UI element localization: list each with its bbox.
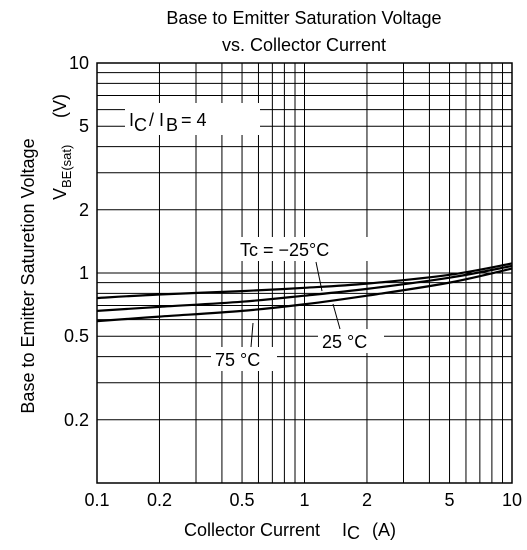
x-tick-label-3: 1 xyxy=(299,490,309,510)
y-axis-symbol-main: V xyxy=(50,188,70,200)
y-tick-labels: 0.2 0.5 1 2 5 10 xyxy=(64,53,89,430)
series-label-bg-1 xyxy=(318,329,384,353)
x-axis-label-text: Collector Current xyxy=(184,520,320,540)
condition-label: IC / I B = 4 xyxy=(129,110,207,135)
chart-title-line2: vs. Collector Current xyxy=(222,35,386,55)
y-axis-label: Base to Emitter Saturetion Voltage xyxy=(18,138,38,413)
series-label-leader-0 xyxy=(315,261,323,292)
y-tick-label-0: 0.2 xyxy=(64,410,89,430)
x-axis-unit: (A) xyxy=(372,520,396,540)
condition-ib-sub: B xyxy=(166,115,178,135)
y-axis-label-group: Base to Emitter Saturetion Voltage xyxy=(18,138,38,413)
y-tick-label-5: 10 xyxy=(69,53,89,73)
x-tick-label-4: 2 xyxy=(362,490,372,510)
y-axis-symbol-sub: BE(sat) xyxy=(59,145,74,188)
series-label-bg-0 xyxy=(236,237,368,261)
series-line-0 xyxy=(96,262,513,300)
series-label-leader-1 xyxy=(332,303,341,330)
series-label-75c: 75 °C xyxy=(215,350,260,370)
y-axis-unit: (V) xyxy=(50,94,70,118)
y-tick-label-1: 0.5 xyxy=(64,326,89,346)
series-label-leader-2 xyxy=(250,322,254,348)
x-tick-labels: 0.1 0.2 0.5 1 2 5 10 xyxy=(84,490,522,510)
y-axis-unit-group: (V) xyxy=(50,94,70,118)
y-tick-label-2: 1 xyxy=(79,263,89,283)
plot-frame xyxy=(96,62,513,484)
y-axis-symbol-group: VBE(sat) xyxy=(50,145,74,200)
y-tick-label-3: 2 xyxy=(79,200,89,220)
x-tick-label-1: 0.2 xyxy=(147,490,172,510)
series-label-tc-minus25: Tc = −25°C xyxy=(240,240,329,260)
x-tick-label-2: 0.5 xyxy=(230,490,255,510)
series-label-bg-2 xyxy=(211,347,277,371)
x-axis-symbol: I xyxy=(342,520,347,540)
condition-sep: / I xyxy=(149,110,164,130)
condition-ic-sub: C xyxy=(134,115,147,135)
y-axis-symbol: VBE(sat) xyxy=(50,145,74,200)
x-axis-label: Collector Current IC (A) xyxy=(184,520,396,543)
series-curves xyxy=(96,262,513,323)
x-tick-label-6: 10 xyxy=(502,490,522,510)
x-tick-label-5: 5 xyxy=(445,490,455,510)
x-axis-symbol-sub: C xyxy=(347,523,360,543)
series-line-2 xyxy=(96,267,513,323)
chart-title-line1: Base to Emitter Saturation Voltage xyxy=(166,8,441,28)
condition-rest: = 4 xyxy=(181,110,207,130)
condition-box-bg xyxy=(125,103,260,135)
condition-ic: I xyxy=(129,110,134,130)
y-tick-label-4: 5 xyxy=(79,116,89,136)
series-label-25c: 25 °C xyxy=(322,332,367,352)
series-line-1 xyxy=(96,264,513,312)
x-tick-label-0: 0.1 xyxy=(84,490,109,510)
